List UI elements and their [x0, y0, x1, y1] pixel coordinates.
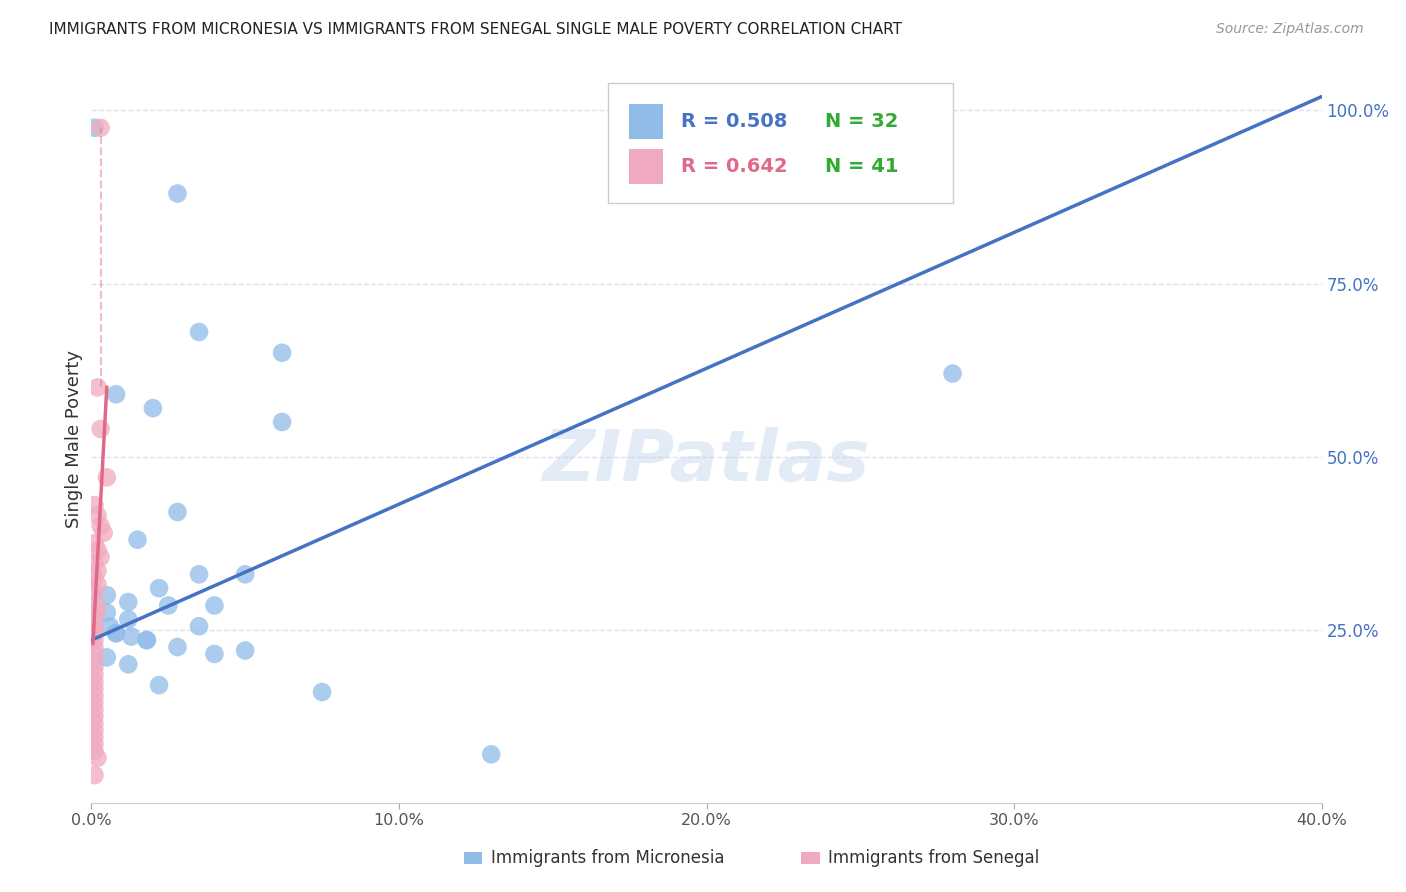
Point	[117, 595, 139, 609]
Point	[83, 730, 105, 744]
Point	[83, 716, 105, 731]
Point	[188, 325, 211, 339]
Point	[233, 567, 256, 582]
Point	[83, 681, 105, 696]
Point	[83, 654, 105, 668]
Point	[135, 633, 157, 648]
Point	[271, 345, 294, 359]
Text: N = 32: N = 32	[824, 112, 898, 131]
Point	[86, 380, 108, 394]
Point	[117, 612, 139, 626]
Point	[83, 647, 105, 661]
FancyBboxPatch shape	[607, 83, 952, 203]
Point	[83, 702, 105, 716]
Point	[83, 768, 105, 782]
Point	[86, 578, 108, 592]
Text: Immigrants from Senegal: Immigrants from Senegal	[828, 849, 1039, 867]
Point	[83, 633, 105, 648]
Point	[83, 623, 105, 637]
Point	[166, 640, 188, 654]
Bar	[628, 104, 664, 139]
Point	[83, 626, 105, 640]
Point	[96, 588, 118, 602]
Point	[105, 387, 127, 401]
Point	[96, 650, 118, 665]
Point	[166, 505, 188, 519]
Point	[479, 747, 502, 762]
Point	[83, 737, 105, 751]
Point	[233, 643, 256, 657]
Point	[90, 519, 112, 533]
Point	[83, 640, 105, 654]
Point	[120, 630, 142, 644]
Point	[135, 633, 157, 648]
Point	[188, 567, 211, 582]
Point	[83, 120, 105, 135]
Point	[83, 667, 105, 681]
Point	[83, 584, 105, 599]
Point	[83, 615, 105, 630]
Point	[117, 657, 139, 672]
Point	[86, 602, 108, 616]
Point	[83, 674, 105, 689]
Point	[142, 401, 165, 416]
Point	[188, 619, 211, 633]
Point	[83, 571, 105, 585]
Point	[83, 557, 105, 571]
Point	[202, 647, 225, 661]
Point	[83, 661, 105, 675]
Point	[90, 120, 112, 135]
Point	[942, 367, 965, 381]
Point	[96, 470, 118, 484]
Point	[83, 744, 105, 758]
Point	[127, 533, 149, 547]
Point	[83, 595, 105, 609]
Point	[105, 626, 127, 640]
Point	[96, 606, 118, 620]
Point	[93, 525, 115, 540]
Point	[83, 709, 105, 723]
Point	[90, 549, 112, 564]
Point	[83, 689, 105, 703]
Text: N = 41: N = 41	[824, 157, 898, 177]
Text: IMMIGRANTS FROM MICRONESIA VS IMMIGRANTS FROM SENEGAL SINGLE MALE POVERTY CORREL: IMMIGRANTS FROM MICRONESIA VS IMMIGRANTS…	[49, 22, 903, 37]
Y-axis label: Single Male Poverty: Single Male Poverty	[65, 351, 83, 528]
Point	[83, 536, 105, 550]
Text: Immigrants from Micronesia: Immigrants from Micronesia	[491, 849, 724, 867]
Point	[86, 508, 108, 523]
Text: R = 0.508: R = 0.508	[681, 112, 787, 131]
Point	[98, 619, 121, 633]
Text: R = 0.642: R = 0.642	[681, 157, 787, 177]
Point	[86, 564, 108, 578]
Point	[148, 678, 170, 692]
Point	[86, 543, 108, 558]
Point	[83, 695, 105, 709]
Point	[271, 415, 294, 429]
Point	[311, 685, 333, 699]
Bar	[628, 149, 664, 184]
Point	[148, 581, 170, 595]
Point	[105, 626, 127, 640]
Point	[86, 751, 108, 765]
Point	[166, 186, 188, 201]
Point	[83, 498, 105, 512]
Point	[90, 422, 112, 436]
Point	[202, 599, 225, 613]
Point	[157, 599, 180, 613]
Text: Source: ZipAtlas.com: Source: ZipAtlas.com	[1216, 22, 1364, 37]
Point	[83, 608, 105, 623]
Text: ZIPatlas: ZIPatlas	[543, 426, 870, 496]
Point	[83, 723, 105, 737]
